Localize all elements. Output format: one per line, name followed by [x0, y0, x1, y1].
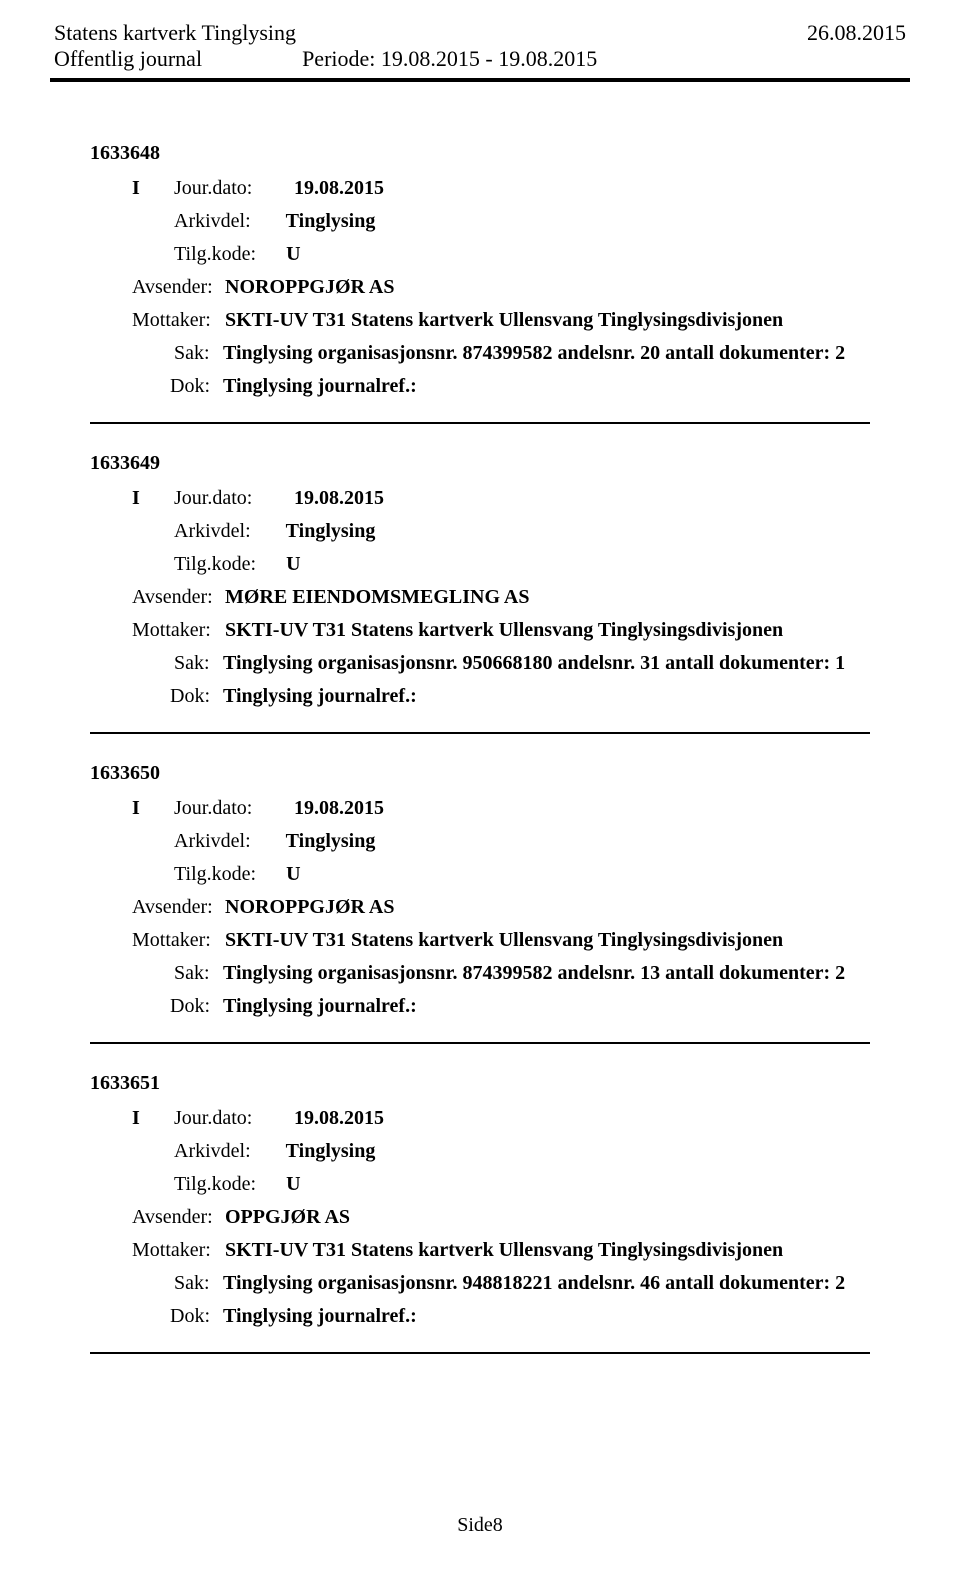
jourdato-value: 19.08.2015 — [294, 177, 384, 200]
sak-label: Sak: — [174, 962, 218, 985]
journal-entry: 1633649 I Jour.dato: 19.08.2015 Arkivdel… — [90, 452, 870, 708]
avsender-label: Avsender: — [132, 586, 220, 609]
tilgkode-label: Tilg.kode: — [174, 1173, 256, 1195]
sak-label: Sak: — [174, 1272, 218, 1295]
entry-id: 1633648 — [90, 142, 870, 165]
arkivdel-label: Arkivdel: — [174, 1140, 251, 1162]
avsender-label: Avsender: — [132, 896, 220, 919]
arkivdel-label: Arkivdel: — [174, 210, 251, 232]
arkivdel-label: Arkivdel: — [174, 520, 251, 542]
header-subtitle: Offentlig journal — [54, 46, 202, 72]
arkivdel-value: Tinglysing — [286, 520, 376, 542]
tilgkode-value: U — [286, 243, 300, 265]
sak-value: Tinglysing organisasjonsnr. 874399582 an… — [223, 342, 845, 365]
jourdato-label: Jour.dato: — [174, 797, 294, 820]
journal-entry: 1633648 I Jour.dato: 19.08.2015 Arkivdel… — [90, 142, 870, 398]
header-divider — [50, 78, 910, 82]
avsender-label: Avsender: — [132, 276, 220, 299]
jourdato-value: 19.08.2015 — [294, 487, 384, 510]
mottaker-label: Mottaker: — [132, 929, 220, 952]
tilgkode-value: U — [286, 863, 300, 885]
tilgkode-value: U — [286, 1173, 300, 1195]
dok-label: Dok: — [170, 1305, 218, 1328]
entry-direction: I — [90, 487, 174, 510]
arkivdel-value: Tinglysing — [286, 1140, 376, 1162]
tilgkode-label: Tilg.kode: — [174, 863, 256, 885]
dok-label: Dok: — [170, 995, 218, 1018]
mottaker-value: SKTI-UV T31 Statens kartverk Ullensvang … — [225, 929, 783, 952]
avsender-value: MØRE EIENDOMSMEGLING AS — [225, 586, 529, 609]
entry-id: 1633650 — [90, 762, 870, 785]
arkivdel-label: Arkivdel: — [174, 830, 251, 852]
jourdato-label: Jour.dato: — [174, 177, 294, 200]
header-title-left: Statens kartverk Tinglysing — [54, 20, 296, 46]
sak-value: Tinglysing organisasjonsnr. 950668180 an… — [223, 652, 845, 675]
entry-direction: I — [90, 1107, 174, 1130]
entry-divider — [90, 1042, 870, 1044]
mottaker-label: Mottaker: — [132, 1239, 220, 1262]
sak-label: Sak: — [174, 652, 218, 675]
mottaker-value: SKTI-UV T31 Statens kartverk Ullensvang … — [225, 309, 783, 332]
jourdato-label: Jour.dato: — [174, 487, 294, 510]
dok-value: Tinglysing journalref.: — [223, 995, 417, 1018]
header-title-right: 26.08.2015 — [807, 20, 906, 46]
arkivdel-value: Tinglysing — [286, 210, 376, 232]
arkivdel-value: Tinglysing — [286, 830, 376, 852]
header-period: Periode: 19.08.2015 - 19.08.2015 — [302, 46, 597, 72]
page-footer: Side8 — [50, 1514, 910, 1537]
entry-id: 1633649 — [90, 452, 870, 475]
dok-label: Dok: — [170, 375, 218, 398]
tilgkode-value: U — [286, 553, 300, 575]
dok-value: Tinglysing journalref.: — [223, 375, 417, 398]
dok-value: Tinglysing journalref.: — [223, 685, 417, 708]
sak-label: Sak: — [174, 342, 218, 365]
entries-list: 1633648 I Jour.dato: 19.08.2015 Arkivdel… — [50, 142, 910, 1354]
jourdato-value: 19.08.2015 — [294, 797, 384, 820]
sak-value: Tinglysing organisasjonsnr. 948818221 an… — [223, 1272, 845, 1295]
entry-direction: I — [90, 797, 174, 820]
avsender-label: Avsender: — [132, 1206, 220, 1229]
jourdato-value: 19.08.2015 — [294, 1107, 384, 1130]
avsender-value: NOROPPGJØR AS — [225, 276, 394, 299]
dok-label: Dok: — [170, 685, 218, 708]
jourdato-label: Jour.dato: — [174, 1107, 294, 1130]
tilgkode-label: Tilg.kode: — [174, 553, 256, 575]
avsender-value: OPPGJØR AS — [225, 1206, 350, 1229]
journal-entry: 1633650 I Jour.dato: 19.08.2015 Arkivdel… — [90, 762, 870, 1018]
dok-value: Tinglysing journalref.: — [223, 1305, 417, 1328]
entry-direction: I — [90, 177, 174, 200]
entry-id: 1633651 — [90, 1072, 870, 1095]
tilgkode-label: Tilg.kode: — [174, 243, 256, 265]
sak-value: Tinglysing organisasjonsnr. 874399582 an… — [223, 962, 845, 985]
avsender-value: NOROPPGJØR AS — [225, 896, 394, 919]
journal-entry: 1633651 I Jour.dato: 19.08.2015 Arkivdel… — [90, 1072, 870, 1328]
entry-divider — [90, 422, 870, 424]
mottaker-label: Mottaker: — [132, 309, 220, 332]
entry-divider — [90, 1352, 870, 1354]
mottaker-label: Mottaker: — [132, 619, 220, 642]
entry-divider — [90, 732, 870, 734]
mottaker-value: SKTI-UV T31 Statens kartverk Ullensvang … — [225, 1239, 783, 1262]
mottaker-value: SKTI-UV T31 Statens kartverk Ullensvang … — [225, 619, 783, 642]
